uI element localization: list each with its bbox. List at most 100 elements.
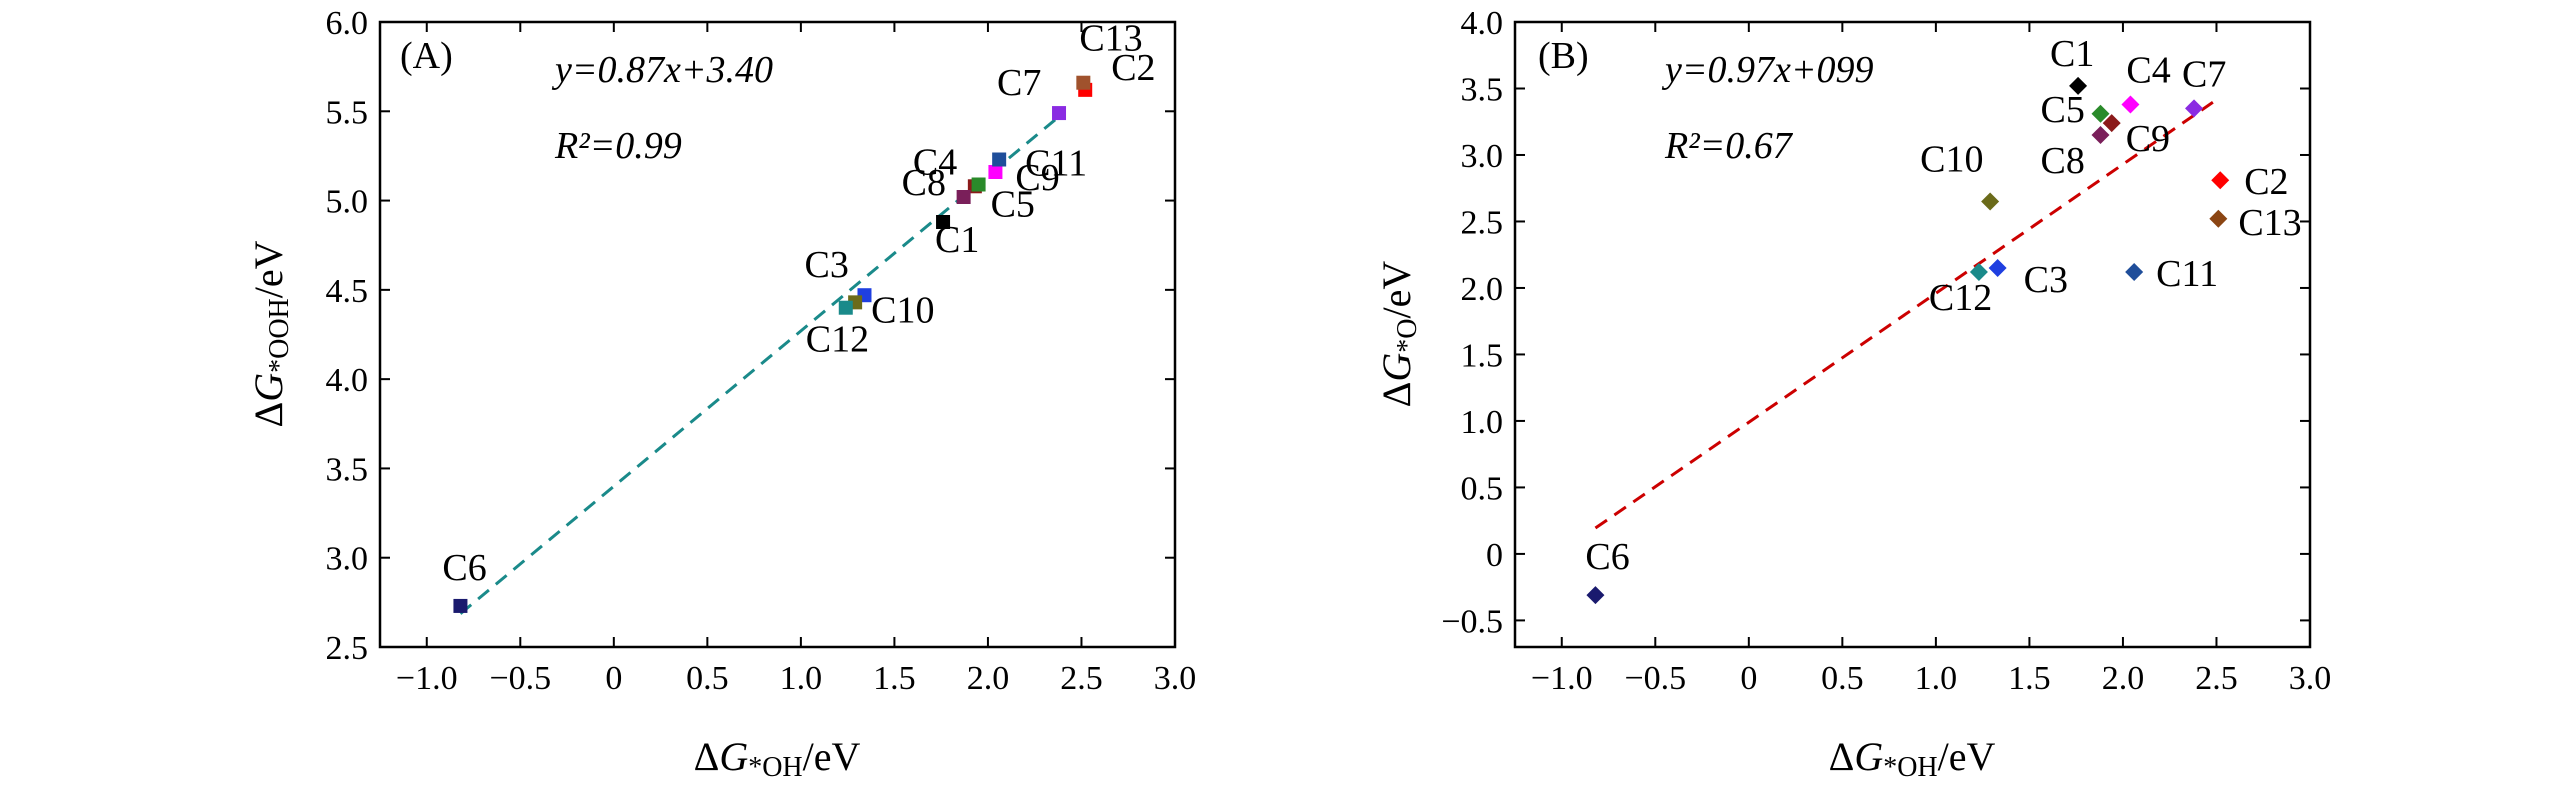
fit-equation: y=0.97x+099 bbox=[1661, 49, 1874, 91]
point-label-c8: C8 bbox=[902, 162, 946, 204]
y-tick-label: 0.5 bbox=[1461, 470, 1504, 507]
x-tick-label: 0 bbox=[605, 660, 622, 697]
point-label-c9: C9 bbox=[1015, 157, 1059, 199]
plot-frame bbox=[1513, 20, 2312, 649]
data-point-c8 bbox=[956, 190, 971, 204]
axis-ticks: −1.0 −0.5 0 0.5 1.0 1.5 2.0 2.5 3.0 2.5 3.0 3.5 4.0 4… bbox=[326, 5, 1197, 697]
x-tick-label: −1.0 bbox=[1531, 660, 1593, 697]
point-label-c4: C4 bbox=[2126, 49, 2170, 91]
data-point-c6 bbox=[1586, 586, 1605, 605]
data-points bbox=[453, 75, 1093, 613]
data-point-c4 bbox=[2121, 95, 2140, 114]
x-tick-label: −0.5 bbox=[1624, 660, 1686, 697]
y-tick-label: 3.0 bbox=[1461, 138, 1504, 175]
point-label-c5: C5 bbox=[2040, 89, 2084, 131]
point-label-c13: C13 bbox=[1079, 18, 1142, 60]
x-tick-label: 3.0 bbox=[1154, 660, 1197, 697]
data-point-c11 bbox=[992, 152, 1007, 167]
y-tick-label: 2.5 bbox=[1461, 204, 1504, 241]
fit-line bbox=[1594, 98, 2218, 530]
x-tick-label: 2.5 bbox=[1060, 660, 1103, 697]
x-axis-label: ΔG*OH/eV bbox=[1829, 734, 1996, 783]
plot-frame bbox=[378, 20, 1177, 649]
x-axis-label: ΔG*OH/eV bbox=[694, 734, 861, 783]
point-label-c13: C13 bbox=[2238, 202, 2301, 244]
point-label-c9: C9 bbox=[2126, 118, 2170, 160]
fit-equation: y=0.87x+3.40 bbox=[551, 49, 773, 91]
data-points bbox=[1586, 76, 2230, 605]
y-tick-label: 2.0 bbox=[1461, 271, 1504, 308]
data-point-c7 bbox=[2185, 99, 2204, 118]
data-point-c3 bbox=[1988, 259, 2007, 278]
point-label-c10: C10 bbox=[871, 289, 934, 331]
y-axis-label: ΔG*O/eV bbox=[1374, 261, 1423, 408]
panel-tag: (A) bbox=[400, 35, 453, 77]
r-squared: R²=0.99 bbox=[554, 125, 682, 167]
point-labels: C1 C2 C3 C4 C5 C6 C7 C8 C9 C10 C11 C12 C13 bbox=[442, 18, 1155, 589]
point-label-c11: C11 bbox=[1025, 143, 1087, 185]
data-point-c5 bbox=[971, 177, 986, 192]
y-tick-label: 4.0 bbox=[326, 362, 369, 399]
data-point-c8 bbox=[2091, 126, 2110, 145]
point-label-c6: C6 bbox=[1585, 536, 1629, 578]
point-label-c8: C8 bbox=[2040, 140, 2084, 182]
point-label-c1: C1 bbox=[2050, 33, 2094, 75]
x-tick-label: −0.5 bbox=[489, 660, 551, 697]
y-tick-label: 3.0 bbox=[326, 541, 369, 578]
data-point-c1 bbox=[936, 215, 951, 229]
x-tick-label: 2.0 bbox=[967, 660, 1010, 697]
data-point-c12 bbox=[838, 300, 853, 315]
y-tick-label: 6.0 bbox=[326, 5, 369, 42]
data-point-c2 bbox=[2211, 171, 2230, 190]
axis-ticks: −1.0 −0.5 0 0.5 1.0 1.5 2.0 2.5 3.0 −0.5 0 0.5 1.0 1.… bbox=[1441, 5, 2331, 697]
point-label-c7: C7 bbox=[2182, 53, 2226, 95]
data-point-c10 bbox=[1981, 192, 2000, 211]
y-tick-label: −0.5 bbox=[1441, 603, 1503, 640]
y-tick-label: 0 bbox=[1486, 537, 1503, 574]
point-label-c4: C4 bbox=[913, 141, 957, 183]
y-tick-label: 3.5 bbox=[1461, 71, 1504, 108]
data-point-c13 bbox=[1076, 75, 1091, 90]
x-tick-label: 1.0 bbox=[1915, 660, 1958, 697]
panel-a: (A) y=0.87x+3.40 R²=0.99 −1.0 −0.5 0 0.5 1.0… bbox=[246, 5, 1196, 783]
x-tick-label: 2.0 bbox=[2102, 660, 2145, 697]
point-labels: C1 C2 C3 C4 C5 C6 C7 C8 C9 C10 C11 C12 C13 bbox=[1585, 33, 2301, 578]
point-label-c5: C5 bbox=[991, 184, 1035, 226]
point-label-c2: C2 bbox=[2244, 161, 2288, 203]
y-tick-label: 5.5 bbox=[326, 94, 369, 131]
x-tick-label: 2.5 bbox=[2195, 660, 2238, 697]
y-tick-label: 3.5 bbox=[326, 451, 369, 488]
y-tick-label: 5.0 bbox=[326, 184, 369, 221]
point-label-c3: C3 bbox=[2024, 259, 2068, 301]
panel-b: (B) y=0.97x+099 R²=0.67 −1.0 −0.5 0 0.5 1.0 1… bbox=[1374, 5, 2331, 783]
point-label-c6: C6 bbox=[442, 547, 486, 589]
y-axis-label: ΔG*OOH/eV bbox=[246, 240, 295, 427]
x-tick-label: 0.5 bbox=[1821, 660, 1864, 697]
y-tick-label: 1.5 bbox=[1461, 337, 1504, 374]
x-tick-label: 1.0 bbox=[780, 660, 823, 697]
point-label-c12: C12 bbox=[1929, 277, 1992, 319]
data-point-c1 bbox=[2069, 76, 2088, 95]
y-tick-label: 1.0 bbox=[1461, 404, 1504, 441]
point-label-c10: C10 bbox=[1920, 139, 1983, 181]
data-point-c13 bbox=[2209, 209, 2228, 228]
point-label-c2: C2 bbox=[1111, 47, 1155, 89]
data-point-c12 bbox=[1969, 263, 1988, 281]
data-point-c9 bbox=[2102, 114, 2121, 133]
point-label-c7: C7 bbox=[997, 62, 1041, 104]
data-point-c5 bbox=[2091, 104, 2110, 123]
x-tick-label: 0 bbox=[1740, 660, 1757, 697]
point-label-c12: C12 bbox=[806, 319, 869, 361]
data-point-c6 bbox=[453, 598, 468, 613]
data-point-c9 bbox=[988, 165, 1003, 179]
point-label-c11: C11 bbox=[2156, 253, 2218, 295]
panel-tag: (B) bbox=[1538, 35, 1589, 77]
r-squared: R²=0.67 bbox=[1664, 125, 1794, 167]
y-tick-label: 4.5 bbox=[326, 273, 369, 310]
point-label-c3: C3 bbox=[804, 244, 848, 286]
x-tick-label: −1.0 bbox=[396, 660, 458, 697]
x-tick-label: 0.5 bbox=[686, 660, 729, 697]
data-point-c11 bbox=[2125, 263, 2144, 281]
x-tick-label: 3.0 bbox=[2289, 660, 2332, 697]
